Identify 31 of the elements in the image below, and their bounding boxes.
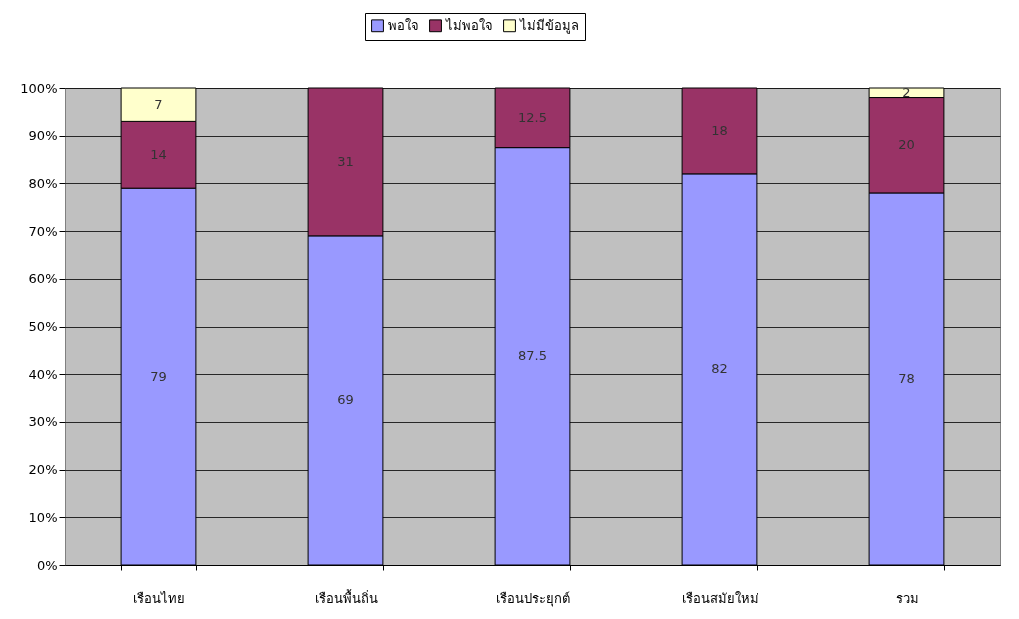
y-tick-label: 10% (28, 509, 58, 525)
y-tick-label: 80% (28, 175, 58, 191)
data-label: 79 (150, 368, 167, 384)
x-tick-label: เรือนพื้นถิ่น (314, 588, 378, 606)
y-tick-label: 30% (28, 414, 58, 430)
y-tick-label: 40% (28, 366, 58, 382)
data-label: 20 (898, 137, 915, 153)
y-tick-label: 60% (28, 271, 58, 287)
y-tick-label: 0% (36, 557, 58, 573)
y-tick-label: 70% (28, 223, 58, 239)
data-label: 82 (711, 361, 728, 377)
x-tick-label: เรือนไทย (133, 590, 185, 606)
y-tick-label: 50% (28, 319, 58, 334)
data-label: 31 (337, 153, 354, 169)
data-label: 78 (898, 370, 915, 386)
x-tick-label: เรือนประยุกต์ (496, 590, 570, 607)
data-label: 14 (150, 146, 167, 162)
legend-label: ไม่มีข้อมูล (519, 17, 579, 34)
data-label: 69 (337, 392, 354, 408)
data-label: 7 (154, 96, 163, 112)
data-label: 87.5 (518, 348, 547, 364)
legend-label: พอใจ (388, 17, 419, 33)
y-tick-label: 90% (28, 128, 58, 144)
y-tick-label: 100% (20, 80, 58, 96)
legend-label: ไม่พอใจ (445, 17, 493, 33)
x-tick-label: รวม (895, 590, 919, 606)
data-label: 18 (711, 122, 728, 138)
y-tick-label: 20% (28, 462, 58, 478)
data-label: 2 (902, 84, 911, 100)
data-label: 12.5 (518, 109, 547, 125)
x-tick-label: เรือนสมัยใหม่ (681, 590, 759, 606)
